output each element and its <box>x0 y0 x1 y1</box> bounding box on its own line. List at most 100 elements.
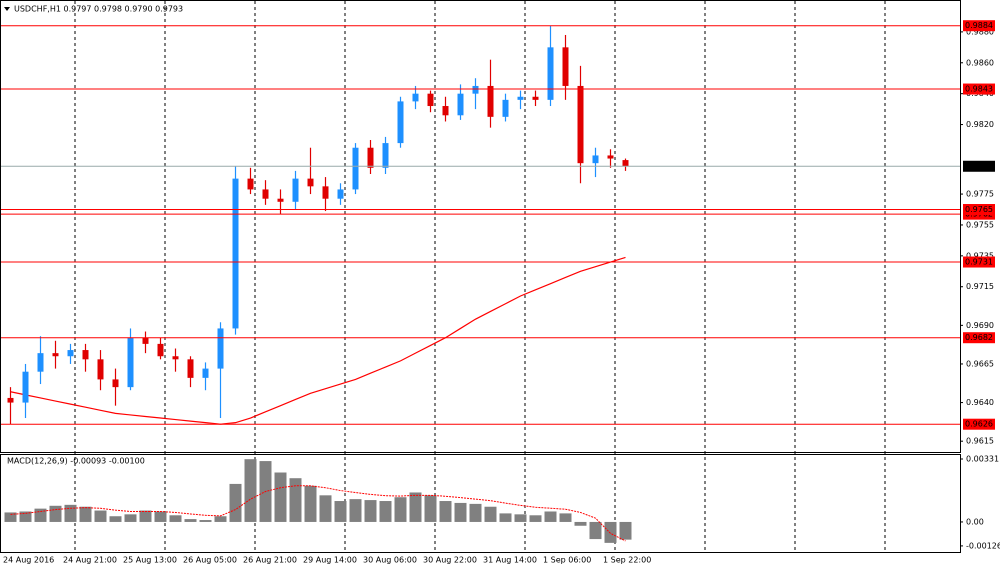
candle-body <box>622 160 629 167</box>
candle-body <box>142 337 149 344</box>
macd-bar <box>4 512 17 522</box>
macd-bar <box>529 515 542 522</box>
level-label: 0.9626 <box>965 420 993 429</box>
candle-body <box>352 147 359 190</box>
chart-title: USDCHF,H1 0.9797 0.9798 0.9790 0.9793 <box>14 5 183 14</box>
candle-body <box>187 359 194 378</box>
candle-body <box>217 328 224 369</box>
candle-body <box>412 93 419 102</box>
candle-body <box>292 178 299 202</box>
candle-body <box>127 337 134 388</box>
candle-body <box>22 371 29 403</box>
symbol-menu-arrow[interactable] <box>4 7 10 11</box>
candle-body <box>67 350 74 357</box>
candle-body <box>112 379 119 388</box>
y-tick-label: 0.00 <box>966 517 984 526</box>
macd-bar <box>424 495 437 522</box>
macd-bar <box>79 506 92 522</box>
macd-bar <box>514 514 527 522</box>
macd-bar <box>604 521 617 543</box>
macd-bar <box>244 459 257 522</box>
candle-body <box>472 85 479 94</box>
candle-body <box>337 189 344 199</box>
x-tick-label: 24 Aug 2016 <box>3 556 54 565</box>
candle-body <box>202 368 209 378</box>
macd-bar <box>379 501 392 522</box>
x-tick-label: 29 Aug 14:00 <box>303 556 357 565</box>
macd-bar <box>199 520 212 522</box>
macd-bar <box>619 521 632 540</box>
x-tick-label: 24 Aug 21:00 <box>63 556 117 565</box>
candle-body <box>502 99 509 117</box>
level-label-box <box>963 83 995 95</box>
macd-bar <box>394 497 407 522</box>
y-tick-label: 0.00331 <box>966 454 999 463</box>
candle-body <box>7 397 14 403</box>
frame <box>0 0 961 553</box>
level-label: 0.9843 <box>965 85 993 94</box>
candle-body <box>52 353 59 357</box>
candle-body <box>37 353 44 372</box>
candle-body <box>547 47 554 100</box>
signal-line <box>10 485 626 542</box>
macd-bar <box>154 511 167 522</box>
macd-title: MACD(12,26,9) -0.00093 -0.00100 <box>7 457 145 466</box>
x-tick-label: 1 Sep 06:00 <box>543 556 591 565</box>
macd-bar <box>484 506 497 522</box>
y-tick-label: 0.9880 <box>966 27 994 36</box>
candle-body <box>367 147 374 168</box>
macd-bar <box>499 513 512 522</box>
y-tick-label: 0.9860 <box>966 58 994 67</box>
candle-body <box>247 178 254 190</box>
candle-body <box>262 189 269 199</box>
macd-bar <box>334 501 347 522</box>
macd-bar <box>214 516 227 522</box>
macd-bar <box>409 492 422 522</box>
current-price-label: 0.9793 <box>965 162 993 171</box>
candle-body <box>382 143 389 168</box>
macd-bar <box>229 483 242 522</box>
y-tick-label: 0.9690 <box>966 321 994 330</box>
candle-body <box>82 350 89 360</box>
macd-bar <box>559 513 572 522</box>
macd-bar <box>184 519 197 522</box>
macd-bar <box>274 472 287 522</box>
x-tick-label: 26 Aug 05:00 <box>183 556 237 565</box>
candle-body <box>97 359 104 380</box>
current-price-box <box>963 160 995 172</box>
x-tick-label: 1 Sep 22:00 <box>603 556 651 565</box>
candle-body <box>457 93 464 116</box>
macd-panel-frame <box>0 454 961 553</box>
level-label-box <box>963 256 995 268</box>
y-tick-label: -0.00126 <box>966 541 1000 550</box>
macd-bar <box>64 504 77 522</box>
macd-bar <box>109 516 122 522</box>
candle-body <box>592 155 599 164</box>
candle-body <box>277 198 284 202</box>
x-tick-label: 31 Aug 14:00 <box>483 556 537 565</box>
y-tick-label: 0.9665 <box>966 359 994 368</box>
level-label: 0.9731 <box>965 258 993 267</box>
candle-body <box>442 106 449 116</box>
x-tick-label: 30 Aug 22:00 <box>423 556 477 565</box>
candle-body <box>307 178 314 187</box>
y-tick-label: 0.9715 <box>966 282 994 291</box>
candle-body <box>397 101 404 144</box>
macd-bar <box>364 500 377 522</box>
candle-body <box>322 186 329 199</box>
macd-bar <box>19 511 32 522</box>
candle-body <box>562 47 569 86</box>
candle-body <box>607 155 614 159</box>
candle-body <box>517 96 524 100</box>
y-tick-label: 0.9615 <box>966 437 994 446</box>
x-tick-label: 30 Aug 06:00 <box>363 556 417 565</box>
level-label-box <box>963 418 995 430</box>
candle-body <box>532 96 539 100</box>
level-label-box <box>963 332 995 344</box>
y-tick-label: 0.9640 <box>966 398 994 407</box>
y-tick-label: 0.9755 <box>966 220 994 229</box>
candle-body <box>577 85 584 164</box>
macd-bar <box>49 505 62 522</box>
